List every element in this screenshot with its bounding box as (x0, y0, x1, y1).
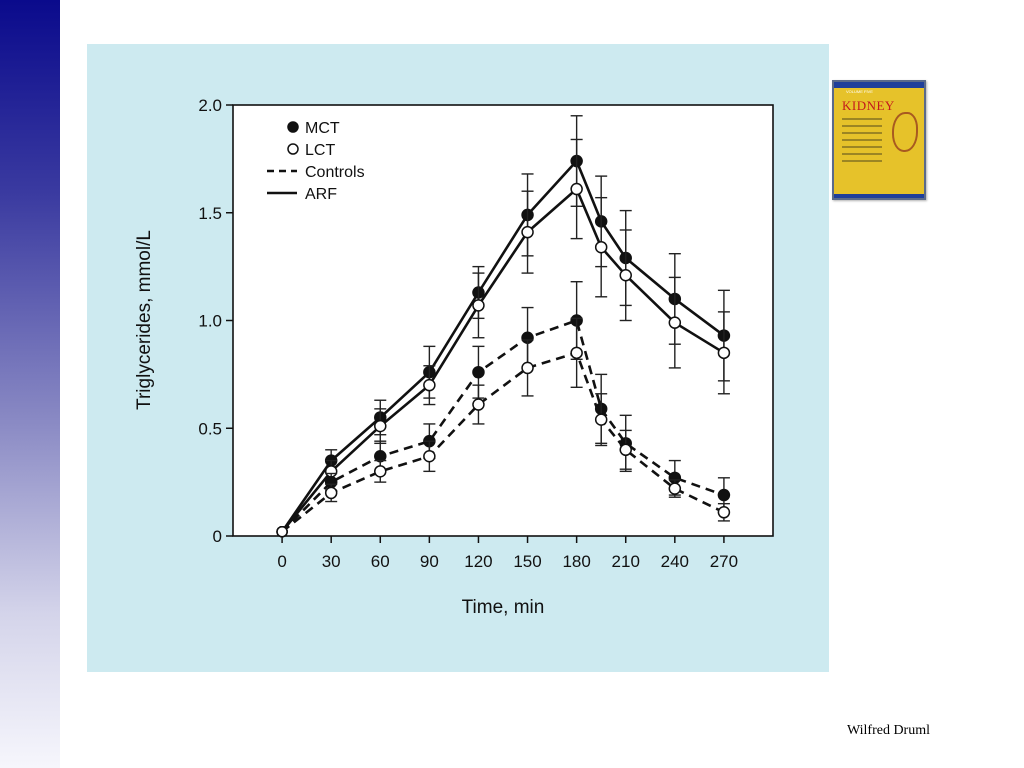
data-point (594, 240, 608, 254)
data-point (324, 486, 338, 500)
data-point (374, 419, 387, 433)
x-axis-title: Time, min (462, 597, 545, 618)
y-tick-label: 1.5 (198, 204, 222, 223)
x-tick-label: 180 (562, 552, 590, 571)
book-cover-band-bottom (834, 194, 924, 198)
x-tick-label: 150 (513, 552, 541, 571)
book-cover-volume: VOLUME FIVE (846, 89, 873, 94)
data-point (521, 225, 534, 239)
figure-panel: 0 0.5 1.0 1.5 2.0 0 30 60 90 120 150 180 210 240 270 T… (87, 44, 829, 672)
data-point (472, 299, 485, 312)
legend-label: MCT (305, 120, 340, 137)
kidney-illustration-icon (892, 112, 918, 152)
y-tick-label: 0.5 (198, 419, 222, 438)
book-cover-title: KIDNEY (842, 98, 895, 113)
legend-item-mct: MCT (287, 120, 340, 137)
data-point (594, 413, 608, 426)
legend-label: LCT (305, 142, 335, 159)
legend-label: ARF (305, 186, 337, 203)
data-point (276, 525, 288, 538)
data-point (619, 268, 632, 282)
data-point (717, 488, 731, 502)
data-point (570, 346, 583, 360)
x-tick-label: 210 (612, 552, 640, 571)
data-point (717, 506, 731, 519)
x-tick-label: 90 (420, 552, 439, 571)
legend-marker (287, 121, 299, 133)
data-point (668, 316, 682, 329)
x-tick-label: 270 (710, 552, 738, 571)
data-point (423, 450, 436, 463)
plot-area-background (232, 104, 774, 537)
triglycerides-line-chart: 0 0.5 1.0 1.5 2.0 0 30 60 90 120 150 180 210 240 270 T… (134, 96, 774, 618)
y-tick-label: 1.0 (198, 312, 222, 331)
legend-item-controls: Controls (267, 164, 365, 181)
data-point (521, 361, 534, 375)
x-tick-label: 30 (322, 552, 341, 571)
data-point (472, 365, 485, 379)
book-cover-text-lines (842, 118, 882, 167)
series-lct-controls (276, 317, 731, 538)
data-point (619, 443, 632, 457)
data-point (717, 346, 731, 360)
data-point (423, 378, 436, 392)
data-point (374, 465, 387, 478)
kidney-book-cover-image: VOLUME FIVE KIDNEY (832, 80, 926, 200)
y-tick-label: 2.0 (198, 96, 222, 115)
x-tick-label: 120 (464, 552, 492, 571)
author-credit: Wilfred Druml (846, 723, 930, 738)
chart-marks (276, 115, 731, 538)
x-tick-label: 60 (371, 552, 390, 571)
series-lct-arf (276, 138, 731, 538)
y-axis-title: Triglycerides, mmol/L (134, 230, 155, 410)
legend-marker (287, 143, 299, 155)
x-tick-label: 0 (277, 552, 286, 571)
chart-axes: 0 0.5 1.0 1.5 2.0 0 30 60 90 120 150 180 210 240 270 (198, 96, 738, 571)
legend-item-arf: ARF (267, 186, 337, 203)
y-tick-label: 0 (213, 527, 222, 546)
slide-side-gradient-bar (0, 0, 60, 768)
legend-label: Controls (305, 164, 365, 181)
data-point (570, 182, 583, 196)
book-cover-band (834, 82, 924, 88)
x-tick-label: 240 (661, 552, 689, 571)
data-point (472, 398, 485, 411)
chart-legend: MCT LCT Controls ARF (267, 120, 365, 203)
legend-item-lct: LCT (287, 142, 335, 159)
data-point (668, 482, 682, 495)
